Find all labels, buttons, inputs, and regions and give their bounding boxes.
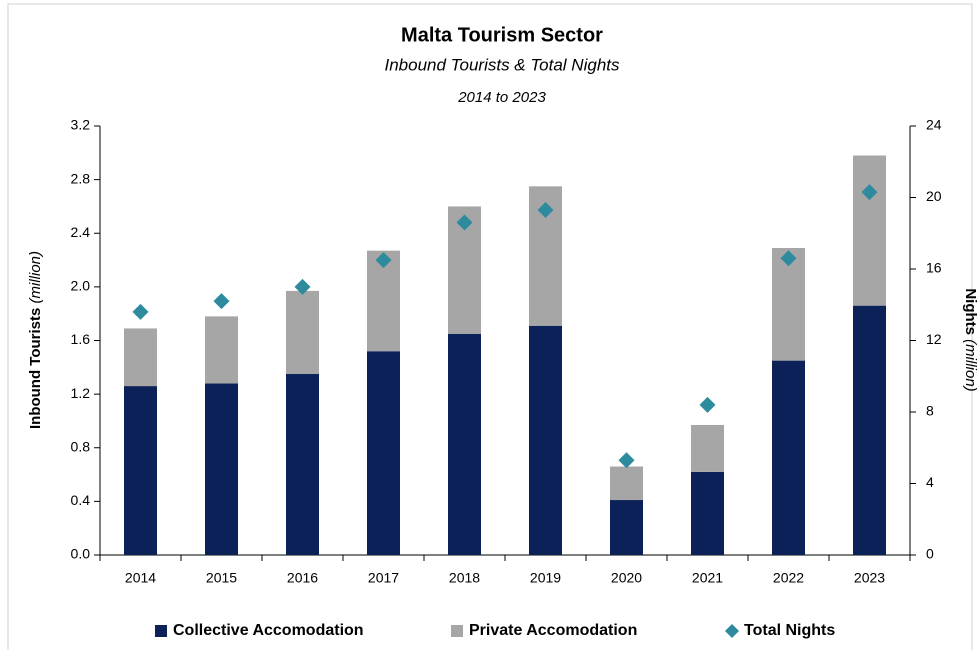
- y2-tick-label: 20: [926, 188, 942, 204]
- y2-tick-label: 0: [926, 546, 934, 562]
- legend-swatch: [155, 625, 167, 637]
- marker: [537, 202, 554, 219]
- bar: [691, 424, 724, 472]
- marker: [213, 293, 230, 310]
- y-axis-label: Inbound Tourists (million): [27, 251, 44, 429]
- bar: [529, 325, 562, 555]
- bar: [448, 333, 481, 555]
- y-tick-label: 0.8: [71, 438, 91, 454]
- marker: [456, 214, 473, 231]
- y-axis-title: Inbound Tourists: [27, 308, 44, 429]
- bar: [691, 471, 724, 555]
- marker: [375, 252, 392, 269]
- y2-tick-label: 12: [926, 331, 942, 347]
- y-tick-label: 0.0: [71, 546, 91, 562]
- bar: [772, 247, 805, 361]
- legend-swatch: [725, 624, 739, 638]
- y2-tick-label: 16: [926, 260, 942, 276]
- y-tick-label: 2.8: [71, 170, 91, 186]
- bar: [610, 500, 643, 555]
- x-tick-label: 2019: [530, 570, 561, 586]
- y2-tick-label: 4: [926, 474, 934, 490]
- bar: [853, 305, 886, 555]
- y-tick-label: 2.0: [71, 278, 91, 294]
- legend-label: Total Nights: [744, 622, 835, 639]
- x-tick-label: 2023: [854, 570, 885, 586]
- bar: [205, 316, 238, 384]
- y-axis-unit: (million): [27, 251, 44, 304]
- y-tick-label: 3.2: [71, 117, 91, 133]
- y2-tick-label: 8: [926, 403, 934, 419]
- x-tick-label: 2014: [125, 570, 156, 586]
- chart-period: 2014 to 2023: [457, 89, 546, 106]
- y-tick-label: 0.4: [71, 492, 91, 508]
- marker: [699, 396, 716, 413]
- y2-axis-label: Nights (million): [962, 288, 979, 391]
- y2-tick-label: 24: [926, 117, 942, 133]
- x-tick-label: 2015: [206, 570, 237, 586]
- legend-swatch: [451, 625, 463, 637]
- x-tick-label: 2016: [287, 570, 318, 586]
- bar: [772, 360, 805, 555]
- x-tick-label: 2020: [611, 570, 642, 586]
- bar: [610, 466, 643, 501]
- y-tick-label: 1.6: [71, 331, 91, 347]
- legend-label: Collective Accomodation: [173, 622, 364, 639]
- marker: [861, 184, 878, 201]
- bar: [286, 374, 319, 555]
- y2-axis-unit: (million): [962, 339, 979, 392]
- chart-subtitle: Inbound Tourists & Total Nights: [385, 55, 620, 74]
- x-tick-label: 2022: [773, 570, 804, 586]
- bar: [367, 351, 400, 555]
- chart-title: Malta Tourism Sector: [401, 24, 603, 46]
- bar: [124, 386, 157, 555]
- marker: [618, 452, 635, 469]
- bar: [853, 155, 886, 306]
- x-tick-label: 2017: [368, 570, 399, 586]
- x-tick-label: 2018: [449, 570, 480, 586]
- bar: [124, 328, 157, 387]
- bar: [286, 290, 319, 375]
- legend-label: Private Accomodation: [469, 622, 637, 639]
- y-tick-label: 2.4: [71, 224, 91, 240]
- chart-frame: [7, 3, 973, 655]
- y2-axis-title: Nights: [962, 288, 979, 335]
- bar: [205, 383, 238, 555]
- marker: [780, 250, 797, 267]
- x-tick-label: 2021: [692, 570, 723, 586]
- marker: [132, 303, 149, 320]
- y-tick-label: 1.2: [71, 385, 91, 401]
- marker: [294, 278, 311, 295]
